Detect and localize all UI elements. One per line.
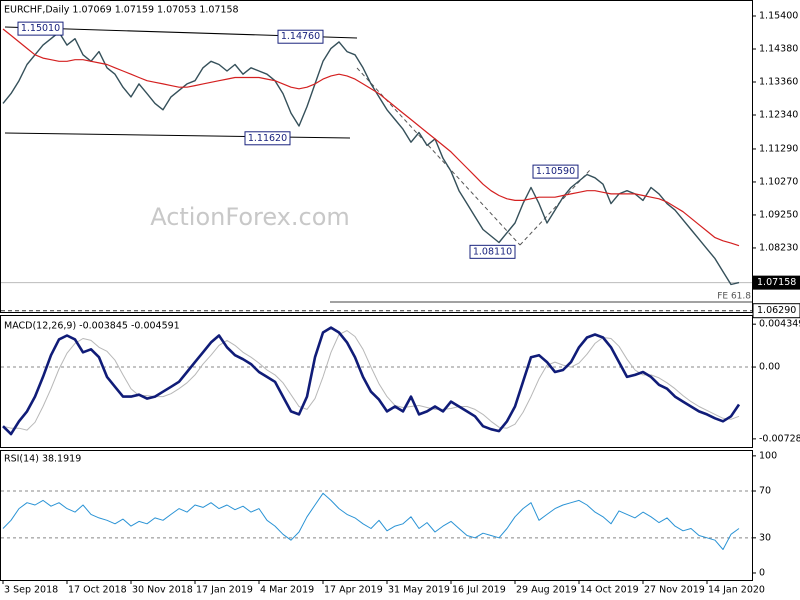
y-tick-label: -0.007285	[759, 433, 800, 444]
price-title: EURCHF,Daily 1.07069 1.07159 1.07053 1.0…	[4, 5, 239, 16]
series-line	[2, 492, 740, 550]
y-tick-label: 100	[759, 450, 777, 461]
support-box	[752, 303, 800, 319]
x-tick-label: 29 Aug 2019	[516, 585, 577, 596]
y-tick-label: 1.12340	[759, 109, 798, 120]
x-tick-label: 31 May 2019	[388, 585, 450, 596]
rsi-title: RSI(14) 38.1919	[4, 454, 81, 465]
series-line	[2, 330, 740, 431]
macd-title: MACD(12,26,9) -0.003845 -0.004591	[4, 321, 180, 332]
y-tick-label: 0.00	[759, 362, 780, 373]
y-tick-label: 1.11290	[759, 143, 798, 154]
support-label: 1.06290	[757, 305, 796, 316]
x-tick-label: 16 Jul 2019	[452, 585, 506, 596]
y-tick-label: 1.14380	[759, 44, 798, 55]
x-tick-label: 17 Jan 2019	[196, 585, 253, 596]
x-tick-label: 3 Sep 2018	[4, 585, 58, 596]
annotation-box	[277, 29, 324, 44]
x-tick-label: 17 Apr 2019	[324, 585, 383, 596]
y-tick-label: 1.09250	[759, 209, 798, 220]
current-label: 1.07158	[757, 277, 796, 288]
y-tick-label: 1.13360	[759, 77, 798, 88]
annotation-box	[532, 164, 579, 179]
y-tick-label: 1.08230	[759, 242, 798, 253]
x-tick-label: 27 Nov 2019	[644, 585, 705, 596]
annotation-label: 1.10590	[536, 166, 575, 177]
annotation-label: 1.11620	[248, 133, 287, 144]
annotation-label: 1.15010	[21, 23, 60, 34]
series-line	[2, 326, 741, 436]
panel-frame	[0, 0, 753, 313]
series-line	[2, 31, 740, 286]
annotation-box	[17, 21, 64, 36]
series-line	[2, 28, 740, 247]
y-tick-label: 70	[759, 485, 771, 496]
x-tick-label: 14 Oct 2019	[580, 585, 639, 596]
annotation-box	[469, 244, 516, 259]
x-tick-label: 17 Oct 2018	[68, 585, 127, 596]
y-tick-label: 0.004349	[759, 319, 800, 330]
panel-frame	[0, 315, 753, 448]
y-tick-label: 1.10270	[759, 176, 798, 187]
watermark: ActionForex.com	[150, 203, 350, 231]
y-tick-label: 30	[759, 532, 771, 543]
annotation-box	[244, 131, 291, 146]
current-box	[753, 275, 800, 290]
x-tick-label: 4 Mar 2019	[260, 585, 314, 596]
fib-line	[519, 169, 591, 246]
fe-label: FE 61.8	[717, 291, 751, 301]
annotation-label: 1.14760	[281, 31, 320, 42]
x-tick-label: 14 Jan 2020	[708, 585, 765, 596]
x-tick-label: 30 Nov 2018	[132, 585, 193, 596]
annotation-label: 1.08110	[473, 246, 512, 257]
panel-frame	[0, 450, 753, 581]
fib-line	[356, 67, 521, 246]
y-tick-label: 1.15400	[759, 11, 798, 22]
trend-line	[4, 132, 351, 139]
y-tick-label: 0	[759, 567, 765, 578]
